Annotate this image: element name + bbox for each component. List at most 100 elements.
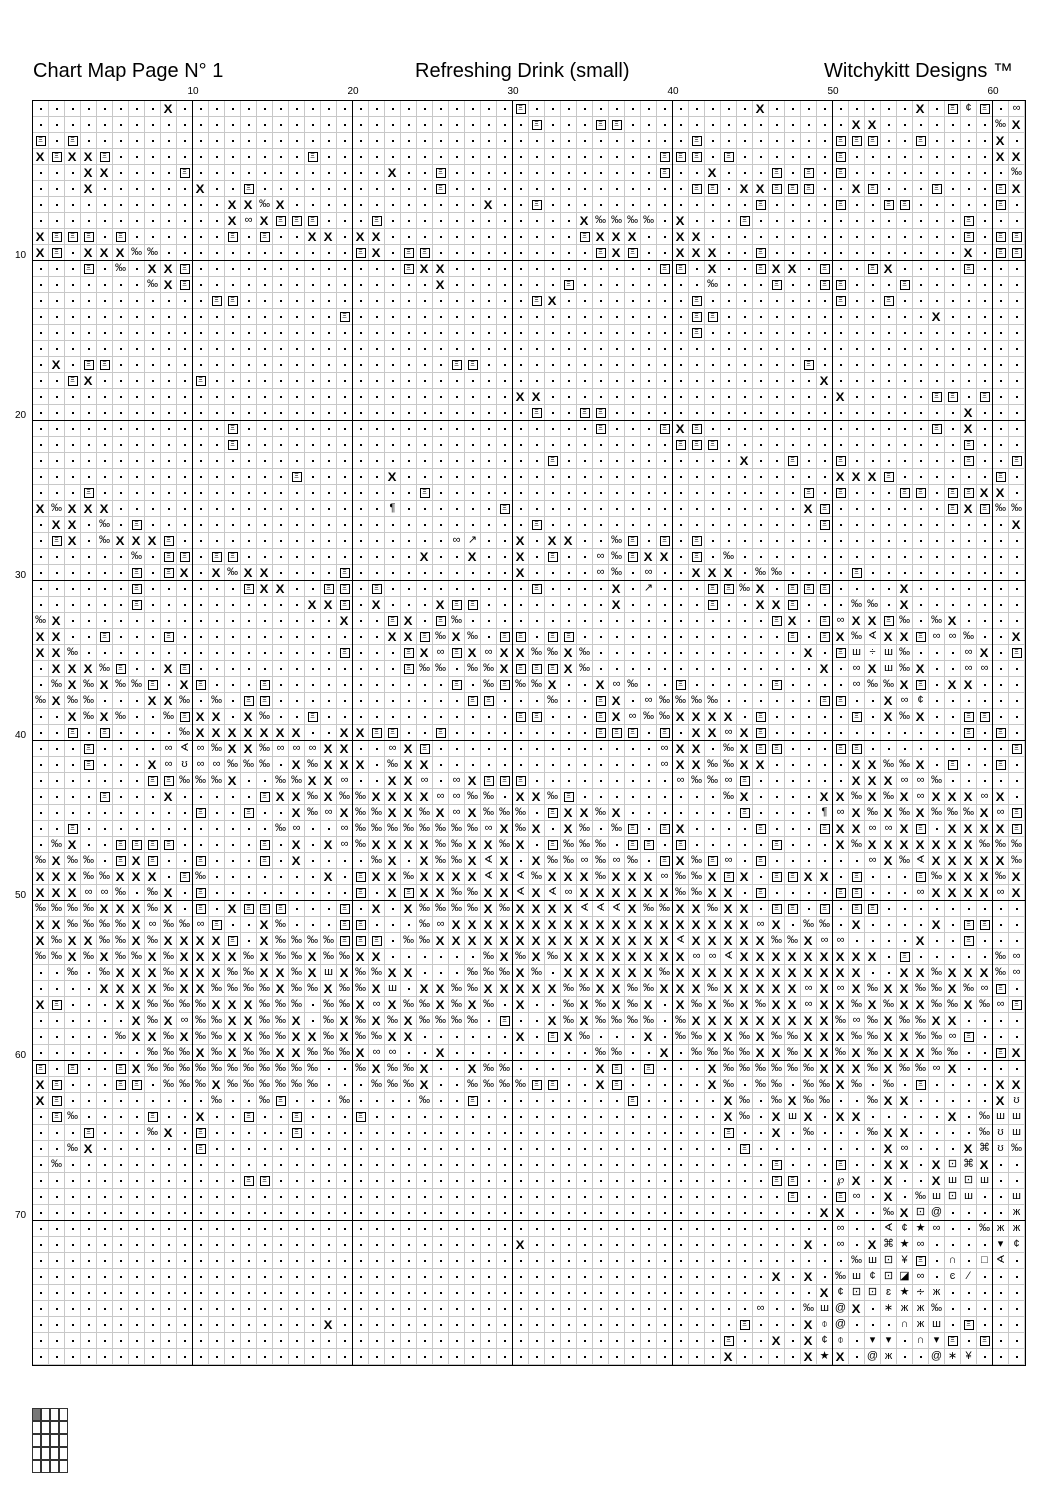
- chart-cell: [625, 149, 641, 165]
- dot-symbol: [711, 507, 714, 510]
- chart-cell: Ξ: [657, 165, 673, 181]
- dot-symbol: [583, 555, 586, 558]
- dot-symbol: [279, 603, 282, 606]
- dot-symbol: [983, 219, 986, 222]
- chart-cell: [337, 661, 353, 677]
- chart-cell: [705, 133, 721, 149]
- dot-symbol: [679, 571, 682, 574]
- chart-cell: X: [49, 517, 65, 533]
- dot-symbol: [951, 139, 954, 142]
- dot-symbol: [55, 747, 58, 750]
- dot-symbol: [759, 699, 762, 702]
- dot-symbol: [535, 139, 538, 142]
- chart-cell: [193, 469, 209, 485]
- dot-symbol: [983, 699, 986, 702]
- dot-symbol: [615, 139, 618, 142]
- chart-cell: [977, 693, 993, 709]
- chart-cell: [129, 709, 145, 725]
- dot-symbol: [103, 235, 106, 238]
- permille-symbol: ‰: [739, 582, 750, 594]
- dot-symbol: [855, 203, 858, 206]
- chart-cell: [465, 373, 481, 389]
- chart-cell: [241, 165, 257, 181]
- permille-symbol: ‰: [643, 710, 654, 722]
- chart-cell: [481, 581, 497, 597]
- dot-symbol: [103, 331, 106, 334]
- dot-symbol: [967, 347, 970, 350]
- chart-cell: [1009, 485, 1025, 501]
- hourglass-symbol: X: [1012, 149, 1021, 164]
- chart-cell: ‰: [49, 677, 65, 693]
- chart-cell: [273, 181, 289, 197]
- dot-symbol: [215, 587, 218, 590]
- chart-cell: [113, 581, 129, 597]
- dot-symbol: [615, 443, 618, 446]
- dot-symbol: [775, 379, 778, 382]
- dot-symbol: [935, 603, 938, 606]
- dot-symbol: [263, 379, 266, 382]
- boxed-xi-symbol: Ξ: [515, 103, 526, 114]
- chart-cell: [769, 245, 785, 261]
- dot-symbol: [951, 411, 954, 414]
- chart-cell: Ξ: [769, 677, 785, 693]
- dot-symbol: [263, 315, 266, 318]
- dot-symbol: [359, 427, 362, 430]
- dot-symbol: [407, 363, 410, 366]
- hourglass-symbol: X: [404, 613, 413, 628]
- chart-cell: [417, 677, 433, 693]
- chart-cell: [849, 149, 865, 165]
- chart-cell: [241, 261, 257, 277]
- chart-cell: [321, 261, 337, 277]
- chart-cell: [673, 453, 689, 469]
- chart-cell: [977, 565, 993, 581]
- chart-cell: [449, 229, 465, 245]
- chart-cell: [865, 229, 881, 245]
- dot-symbol: [663, 123, 666, 126]
- chart-cell: [209, 469, 225, 485]
- chart-cell: [177, 581, 193, 597]
- chart-cell: [641, 597, 657, 613]
- chart-cell: [897, 517, 913, 533]
- chart-cell: [449, 661, 465, 677]
- dot-symbol: [695, 683, 698, 686]
- chart-cell: [289, 565, 305, 581]
- chart-cell: X: [913, 709, 929, 725]
- chart-cell: [449, 101, 465, 117]
- dot-symbol: [663, 203, 666, 206]
- chart-cell: ‰: [721, 549, 737, 565]
- chart-cell: [385, 405, 401, 421]
- chart-cell: [49, 293, 65, 309]
- chart-cell: [257, 453, 273, 469]
- dot-symbol: [311, 251, 314, 254]
- dot-symbol: [711, 459, 714, 462]
- dot-symbol: [375, 363, 378, 366]
- dot-symbol: [391, 123, 394, 126]
- chart-cell: [161, 517, 177, 533]
- chart-cell: [785, 277, 801, 293]
- dot-symbol: [103, 267, 106, 270]
- chart-cell: [737, 597, 753, 613]
- boxed-xi-symbol: Ξ: [371, 727, 382, 738]
- chart-cell: [961, 341, 977, 357]
- chart-cell: X: [241, 741, 257, 757]
- chart-cell: [705, 533, 721, 549]
- permille-symbol: ‰: [259, 742, 270, 754]
- chart-cell: [801, 517, 817, 533]
- chart-cell: [609, 421, 625, 437]
- permille-symbol: ‰: [611, 550, 622, 562]
- hourglass-symbol: X: [612, 693, 621, 708]
- dot-symbol: [247, 475, 250, 478]
- dot-symbol: [775, 491, 778, 494]
- chart-cell: [273, 485, 289, 501]
- chart-cell: [481, 517, 497, 533]
- dot-symbol: [71, 587, 74, 590]
- dot-symbol: [711, 155, 714, 158]
- dot-symbol: [247, 363, 250, 366]
- chart-cell: X: [769, 261, 785, 277]
- dot-symbol: [119, 299, 122, 302]
- chart-cell: [417, 469, 433, 485]
- dot-symbol: [311, 123, 314, 126]
- chart-cell: [801, 421, 817, 437]
- chart-cell: [401, 453, 417, 469]
- dot-symbol: [135, 267, 138, 270]
